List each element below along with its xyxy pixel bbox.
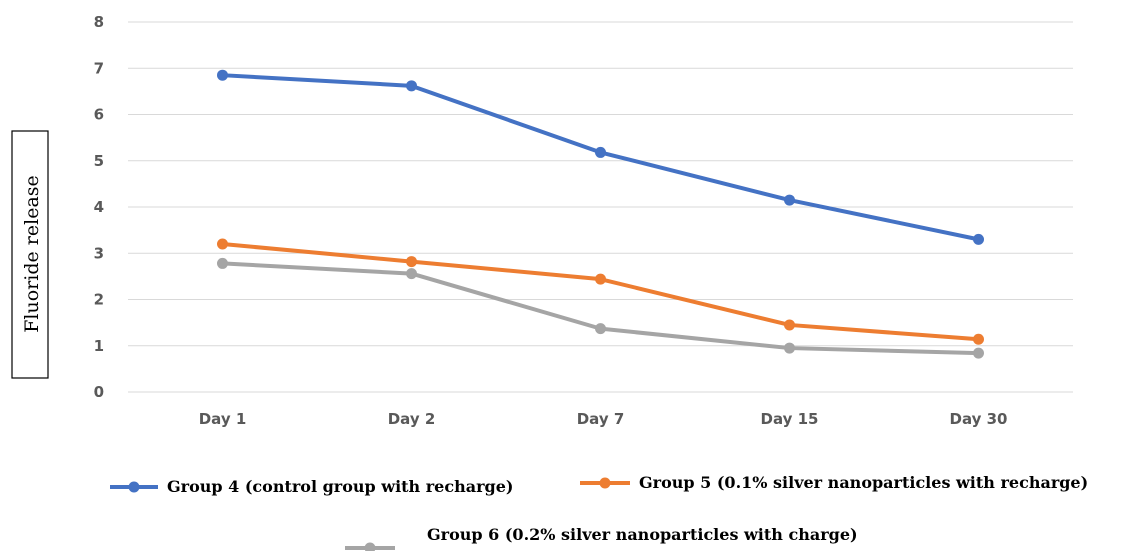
y-tick-label: 1 xyxy=(94,337,104,355)
legend-label: Group 6 (0.2% silver nanoparticles with … xyxy=(427,525,858,544)
data-point xyxy=(595,323,606,335)
y-tick-label: 8 xyxy=(94,13,104,31)
series-1 xyxy=(217,69,984,245)
y-axis-ticks: 0 1 2 3 4 5 6 7 8 xyxy=(94,13,104,401)
data-point xyxy=(595,273,606,285)
data-point xyxy=(973,347,984,359)
data-point xyxy=(217,257,228,269)
x-axis-ticks: Day 1 Day 2 Day 7 Day 15 Day 30 xyxy=(199,410,1008,428)
x-tick-label: Day 2 xyxy=(388,410,436,428)
legend-swatch-marker xyxy=(599,477,611,489)
legend-label: Group 4 (control group with recharge) xyxy=(167,477,513,496)
data-point xyxy=(784,342,795,354)
series-3 xyxy=(217,257,984,359)
data-point xyxy=(973,333,984,345)
data-point xyxy=(217,238,228,250)
y-tick-label: 3 xyxy=(94,244,104,262)
series-2 xyxy=(217,238,984,345)
data-point xyxy=(784,194,795,206)
legend: Group 4 (control group with recharge) Gro… xyxy=(110,473,1088,551)
legend-swatch-marker xyxy=(364,542,376,551)
y-tick-label: 4 xyxy=(94,198,104,216)
data-point xyxy=(406,80,417,92)
legend-swatch-marker xyxy=(128,481,140,493)
x-tick-label: Day 7 xyxy=(577,410,625,428)
y-tick-label: 5 xyxy=(94,152,104,170)
y-tick-label: 2 xyxy=(94,291,104,309)
y-tick-label: 0 xyxy=(94,383,104,401)
legend-item: Group 6 (0.2% silver nanoparticles with … xyxy=(345,525,858,551)
legend-item: Group 4 (control group with recharge) xyxy=(110,477,513,496)
series-lines xyxy=(217,69,984,359)
data-point xyxy=(595,146,606,158)
data-point xyxy=(784,319,795,331)
gridlines xyxy=(128,21,1073,393)
data-point xyxy=(973,233,984,245)
data-point xyxy=(406,256,417,268)
x-tick-label: Day 1 xyxy=(199,410,247,428)
y-axis-label-box: Fluoride release xyxy=(11,130,49,379)
x-tick-label: Day 15 xyxy=(761,410,819,428)
y-tick-label: 7 xyxy=(94,59,104,77)
y-axis-label: Fluoride release xyxy=(21,175,43,333)
y-tick-label: 6 xyxy=(94,106,104,124)
legend-label: Group 5 (0.1% silver nanoparticles with … xyxy=(639,473,1088,492)
data-point xyxy=(217,69,228,81)
x-tick-label: Day 30 xyxy=(950,410,1008,428)
legend-item: Group 5 (0.1% silver nanoparticles with … xyxy=(580,473,1088,492)
data-point xyxy=(406,268,417,280)
